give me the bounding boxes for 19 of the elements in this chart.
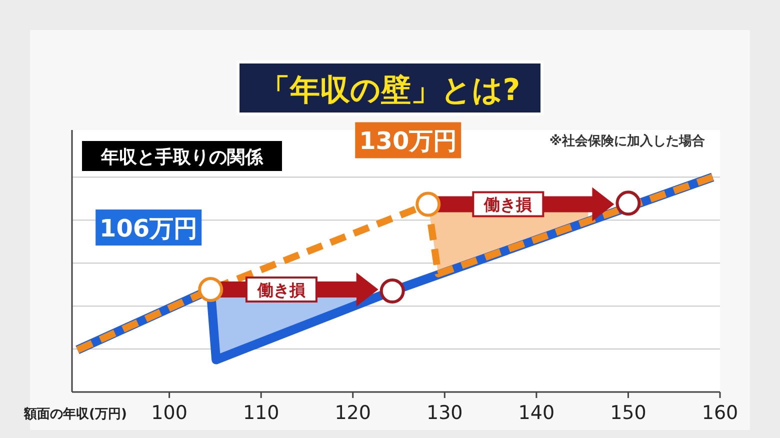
- annotation: 130万円: [359, 127, 458, 156]
- annotation: 働き損: [256, 280, 306, 300]
- point: [198, 277, 224, 302]
- x-tick-label: 160: [702, 402, 738, 424]
- x-tick-label: 110: [242, 402, 280, 424]
- annotation: 106万円: [100, 214, 198, 243]
- chart-title: 「年収の壁」とは?: [260, 73, 520, 108]
- x-tick-label: 120: [334, 402, 371, 424]
- x-tick-label: 100: [151, 402, 188, 424]
- point: [416, 192, 441, 217]
- x-tick-label: 130: [426, 402, 463, 424]
- annotation: 働き損: [483, 195, 532, 214]
- text: ※社会保険に加入した場合: [549, 133, 705, 149]
- point: [616, 190, 641, 216]
- chart-subtitle: 年収と手取りの関係: [100, 147, 264, 168]
- point: [380, 278, 405, 304]
- x-tick-label: 140: [518, 402, 555, 424]
- x-axis-title: 額面の年収(万円): [23, 406, 127, 422]
- x-tick-label: 150: [610, 402, 646, 424]
